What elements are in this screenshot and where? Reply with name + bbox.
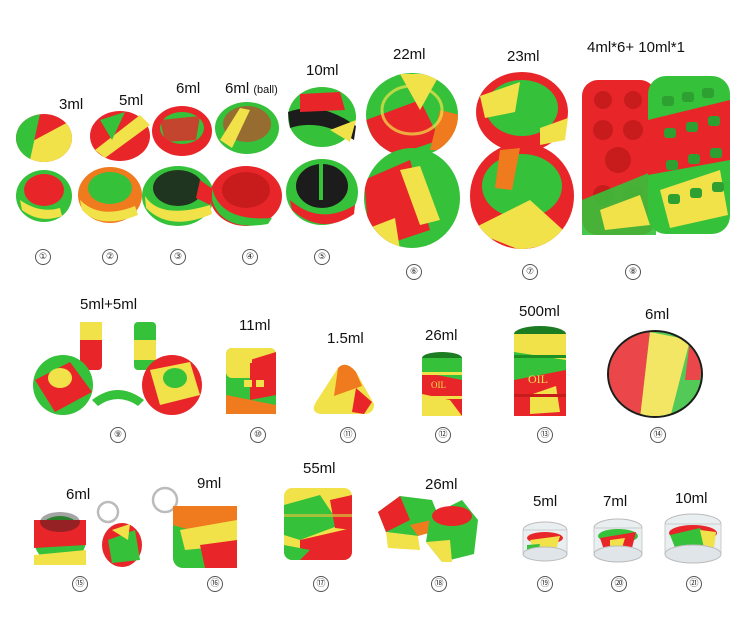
index-17: ⑰ — [313, 576, 329, 592]
container-9ml-keychain — [151, 486, 237, 568]
container-26ml-oil-barrel — [422, 352, 462, 416]
container-7ml-clear — [593, 518, 643, 563]
label-item-15: 6ml — [66, 486, 91, 503]
label-item-8: 4ml*6+ 10ml*1 — [587, 39, 685, 56]
barrel-print-small: OIL — [431, 380, 446, 390]
label-item-12: 26ml — [425, 327, 458, 344]
container-23ml — [470, 72, 574, 249]
barrel-print-large: OIL — [528, 372, 548, 386]
label-item-16: 9ml — [197, 475, 222, 492]
label-item-13: 500ml — [519, 303, 560, 320]
container-10ml — [286, 87, 358, 225]
label-item-3: 6ml — [176, 80, 201, 97]
container-6ml — [142, 106, 214, 226]
container-double-5ml — [33, 322, 202, 415]
label-item-21: 10ml — [675, 490, 708, 507]
container-6ml-glass-lid — [607, 330, 703, 418]
index-19: ⑲ — [537, 576, 553, 592]
label-item-2: 5ml — [119, 92, 144, 109]
label-item-20: 7ml — [603, 493, 628, 510]
container-7-cell — [582, 76, 730, 235]
label-item-10: 11ml — [239, 317, 271, 334]
container-5ml — [78, 111, 150, 223]
label-item-5: 10ml — [306, 62, 339, 79]
label-item-17: 55ml — [303, 460, 336, 477]
container-26ml-hex — [378, 496, 478, 562]
container-5ml-clear — [522, 521, 568, 562]
label-item-9: 5ml+5ml — [80, 296, 138, 313]
index-18: ⑱ — [431, 576, 447, 592]
label-item-11: 1.5ml — [327, 330, 364, 347]
label-item-14: 6ml — [645, 306, 670, 323]
index-6: ⑥ — [406, 264, 422, 280]
index-15: ⑮ — [72, 576, 88, 592]
index-5: ⑤ — [314, 249, 330, 265]
index-16: ⑯ — [207, 576, 223, 592]
index-1: ① — [35, 249, 51, 265]
container-6ml-keychain — [34, 500, 142, 567]
label-item-1: 3ml — [59, 96, 84, 113]
index-13: ⑬ — [537, 427, 553, 443]
container-22ml — [364, 73, 460, 248]
container-10ml-clear — [664, 513, 722, 564]
container-55ml-square — [284, 488, 352, 560]
container-11ml-cube — [226, 348, 276, 414]
label-item-7: 23ml — [507, 48, 540, 65]
index-11: ⑪ — [340, 427, 356, 443]
index-2: ② — [102, 249, 118, 265]
index-10: ⑩ — [250, 427, 266, 443]
label-item-19: 5ml — [533, 493, 558, 510]
index-9: ⑨ — [110, 427, 126, 443]
index-20: ⑳ — [611, 576, 627, 592]
index-12: ⑫ — [435, 427, 451, 443]
container-6ml-ball — [210, 102, 282, 226]
container-1.5ml-triangle — [313, 364, 374, 414]
index-7: ⑦ — [522, 264, 538, 280]
index-4: ④ — [242, 249, 258, 265]
index-3: ③ — [170, 249, 186, 265]
index-8: ⑧ — [625, 264, 641, 280]
label-item-18: 26ml — [425, 476, 458, 493]
label-item-4: 6ml (ball) — [225, 80, 278, 97]
container-500ml-oil-barrel — [514, 326, 566, 416]
label-item-6: 22ml — [393, 46, 426, 63]
container-3ml — [16, 114, 72, 222]
index-14: ⑭ — [650, 427, 666, 443]
index-21: ㉑ — [686, 576, 702, 592]
